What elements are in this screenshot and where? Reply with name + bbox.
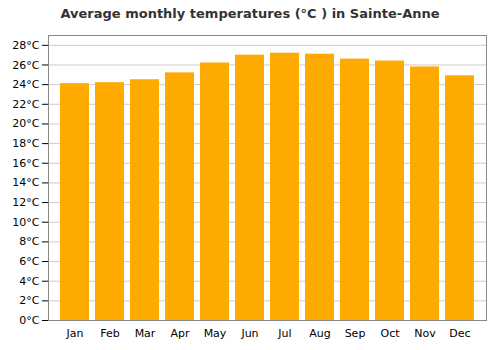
svg-text:22°C: 22°C	[12, 98, 39, 111]
svg-text:Aug: Aug	[309, 327, 330, 340]
svg-text:2°C: 2°C	[19, 294, 39, 307]
svg-text:4°C: 4°C	[19, 275, 39, 288]
svg-text:Nov: Nov	[414, 327, 436, 340]
svg-text:0°C: 0°C	[19, 314, 39, 327]
svg-text:20°C: 20°C	[12, 117, 39, 130]
svg-text:Apr: Apr	[170, 327, 190, 340]
svg-text:Oct: Oct	[380, 327, 400, 340]
svg-text:14°C: 14°C	[12, 176, 39, 189]
svg-text:24°C: 24°C	[12, 78, 39, 91]
svg-text:6°C: 6°C	[19, 255, 39, 268]
svg-text:8°C: 8°C	[19, 235, 39, 248]
svg-text:26°C: 26°C	[12, 59, 39, 72]
svg-text:Sep: Sep	[345, 327, 366, 340]
svg-text:Mar: Mar	[135, 327, 156, 340]
svg-text:Jan: Jan	[66, 327, 84, 340]
svg-text:Jul: Jul	[277, 327, 291, 340]
svg-text:May: May	[204, 327, 227, 340]
svg-text:Feb: Feb	[100, 327, 119, 340]
svg-text:18°C: 18°C	[12, 137, 39, 150]
html-text:Average monthly temperatures (: Average monthly temperatures (°C ) in Sa…	[60, 6, 440, 21]
svg-text:Jun: Jun	[240, 327, 258, 340]
svg-text:12°C: 12°C	[12, 196, 39, 209]
svg-text:Dec: Dec	[449, 327, 470, 340]
svg-text:16°C: 16°C	[12, 157, 39, 170]
svg-text:10°C: 10°C	[12, 216, 39, 229]
svg-text:28°C: 28°C	[12, 39, 39, 52]
